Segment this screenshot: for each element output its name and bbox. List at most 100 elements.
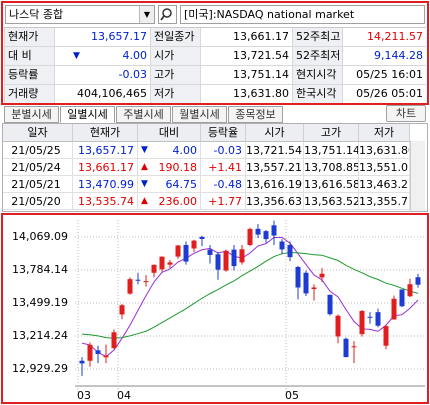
quote-value: 9,144.28 [343,47,426,66]
quote-table: 현재가 13,657.17 전일종가 13,661.17 52주최고 14,211.57 대… [4,27,426,103]
y-tick-label: 14,069.09 [12,230,68,243]
quote-panel-highlight [1,1,429,105]
tab[interactable]: 분별시세 [4,106,59,123]
chart-button[interactable]: 차트 [386,105,426,122]
y-tick-label: 13,784.14 [12,263,68,276]
quote-label: 거래량 [5,85,55,103]
candle-body [127,279,133,294]
table-cell: 21/05/20 [3,193,73,210]
exchange-name: [미국]:NASDAQ national market [184,8,355,21]
quote-value: 05/26 05:01 [343,85,426,103]
candle-body [143,281,149,283]
y-tick-label: 13,499.19 [12,296,68,309]
candle-body [207,249,213,255]
table-cell: 21/05/24 [3,159,73,176]
candle-body [375,312,381,326]
quote-label: 현지시각 [293,66,343,85]
candle-body [199,236,205,239]
quote-label: 한국시각 [293,85,343,103]
change-sign: ▼ [73,51,80,61]
table-cell: 13,616.58 [304,176,359,193]
scrollbar[interactable] [410,141,425,211]
candle-body [399,289,405,307]
table-cell: 4.00 [138,142,201,159]
column-header: 등락율 [201,124,246,142]
dropdown-arrow[interactable]: ▼ [139,6,154,23]
table-cell: 13,721.54 [246,142,304,159]
search-icon [160,8,172,21]
tab[interactable]: 종목정보 [228,106,283,123]
moving-average-line [81,252,419,339]
table-cell: 13,355.71 [359,193,410,210]
exchange-field: [미국]:NASDAQ national market [180,5,425,24]
quote-value: 13,661.17 [201,28,293,47]
change-sign: ▼ [141,179,148,189]
quote-label: 등락률 [5,66,55,85]
column-header: 시가 [246,124,304,142]
quote-value: 13,751.14 [201,66,293,85]
candle-body [311,287,317,289]
candle-body [335,315,341,337]
table-cell: -0.48 [201,176,246,193]
column-header: 저가 [359,124,410,142]
table-cell: +1.77 [201,193,246,210]
quote-label: 현재가 [5,28,55,47]
quote-value: 4.00 [55,47,151,66]
search-button[interactable] [158,5,177,24]
candle-body [327,294,333,315]
candle-body [239,249,245,263]
market-name: 나스닥 종합 [9,8,64,21]
candle-body [391,298,397,320]
candle-body [415,277,421,285]
quote-value: 05/25 16:01 [343,66,426,85]
tab[interactable]: 월별시세 [172,106,227,123]
quote-value: 13,657.17 [55,28,151,47]
tab[interactable]: 주별시세 [116,106,171,123]
quote-label: 저가 [151,85,201,103]
quote-value: 404,106,465 [55,85,151,103]
table-cell: 13,463.27 [359,176,410,193]
candle-body [95,350,101,354]
table-cell: 21/05/21 [3,176,73,193]
table-cell: 13,470.99 [73,176,138,193]
quote-label: 전일종가 [151,28,201,47]
table-cell: 21/05/25 [3,142,73,159]
x-tick-label: 04 [117,389,131,402]
y-tick-label: 12,929.29 [12,362,68,375]
change-sign: ▼ [141,145,148,155]
table-cell: 13,616.19 [246,176,304,193]
candle-body [343,338,349,358]
quote-value: 13,721.54 [201,47,293,66]
market-select[interactable]: 나스닥 종합 [5,5,155,24]
chart-highlight [1,213,429,404]
table-cell: 13,563.52 [304,193,359,210]
candle-body [303,272,309,294]
candle-body [151,264,157,273]
table-cell: 190.18 [138,159,201,176]
quote-value: -0.03 [55,66,151,85]
tab[interactable]: 일별시세 [60,106,115,123]
tab-bar: 분별시세 일별시세 주별시세 월별시세 종목정보 차트 [2,105,428,123]
quote-label: 대 비 [5,47,55,66]
change-sign: ▲ [141,196,148,206]
table-cell: 13,661.17 [73,159,138,176]
table-cell: 13,751.14 [304,142,359,159]
candle-body [159,256,165,270]
quote-label: 고가 [151,66,201,85]
candle-body [255,228,261,235]
y-tick-label: 13,214.24 [12,329,68,342]
candle-body [111,332,117,349]
x-tick-label: 05 [285,389,299,402]
candle-body [167,262,173,265]
candle-body [135,279,141,281]
table-cell: 13,535.74 [73,193,138,210]
candle-body [263,231,269,240]
candle-body [351,346,357,348]
column-header: 고가 [304,124,359,142]
candle-body [367,316,373,318]
table-cell: 13,557.21 [246,159,304,176]
candle-body [215,254,221,270]
candle-body [119,305,125,315]
table-cell: 13,631.80 [359,142,410,159]
